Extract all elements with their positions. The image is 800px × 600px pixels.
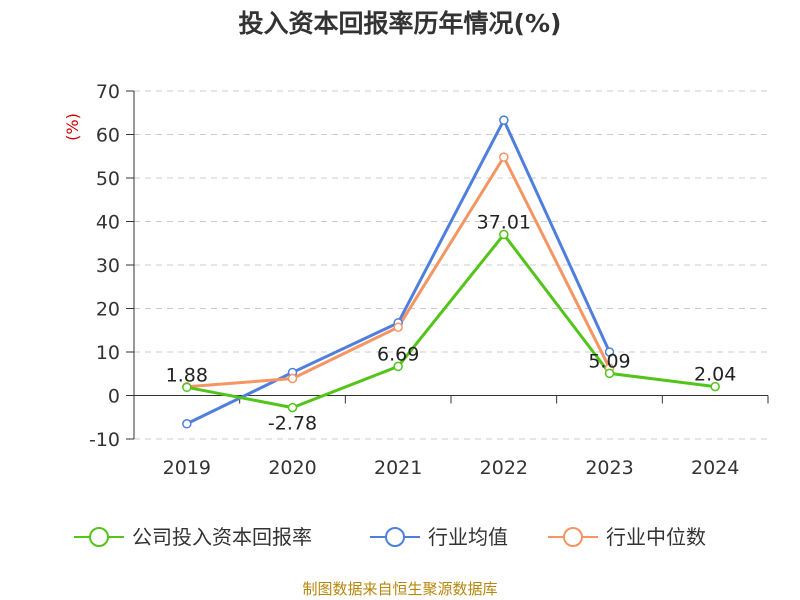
- data-point: [604, 347, 615, 357]
- data-point: [393, 322, 403, 332]
- data-label: 5.09: [588, 350, 630, 372]
- series-line-0: [186, 233, 716, 410]
- x-tick-label: 2020: [268, 457, 316, 479]
- series-line-1: [186, 118, 611, 426]
- y-tick-label: -10: [89, 429, 120, 451]
- x-tick-label: 2019: [163, 457, 211, 479]
- source-note: 制图数据来自恒生聚源数据库: [302, 580, 497, 598]
- legend: 公司投入资本回报率 行业均值 行业中位数: [74, 525, 706, 549]
- data-label: 2.04: [694, 364, 736, 386]
- x-tick-label: 2024: [691, 457, 739, 479]
- legend-marker: [89, 527, 109, 547]
- data-point: [393, 361, 403, 372]
- data-point: [182, 419, 192, 429]
- grid-lines: [126, 90, 768, 440]
- data-label: 1.88: [166, 364, 208, 386]
- data-label: 37.01: [477, 212, 531, 234]
- data-point: [604, 368, 615, 379]
- y-tick-label: 20: [96, 299, 120, 321]
- legend-marker: [385, 527, 405, 547]
- series-points: [182, 115, 720, 429]
- y-tick-label: 10: [96, 342, 120, 364]
- data-point: [287, 373, 298, 384]
- y-tick-label: 40: [96, 212, 120, 234]
- data-point: [499, 152, 509, 162]
- chart-title: 投入资本回报率历年情况(%): [239, 9, 562, 38]
- data-point: [287, 402, 298, 413]
- legend-label: 行业均值: [428, 525, 508, 549]
- y-tick-label: 70: [96, 81, 120, 103]
- y-tick-labels: -10 0 10 20 30 40 50 60 70: [89, 81, 120, 451]
- x-tick-label: 2022: [480, 457, 528, 479]
- y-tick-label: 0: [108, 386, 120, 408]
- y-tick-label: 60: [96, 125, 120, 147]
- y-axis-label: (%): [63, 113, 82, 141]
- data-point: [499, 229, 509, 240]
- x-tick-label: 2021: [374, 457, 422, 479]
- y-tick-label: 30: [96, 255, 120, 277]
- series-lines: [186, 118, 716, 426]
- x-axis: 2019 2020 2021 2022 2023 2024: [133, 395, 769, 479]
- y-tick-label: 50: [96, 168, 120, 190]
- legend-label: 公司投入资本回报率: [132, 525, 312, 549]
- data-label: -2.78: [268, 413, 317, 435]
- x-tick-label: 2023: [585, 457, 633, 479]
- data-point: [710, 381, 720, 392]
- data-labels: 1.88 -2.78 6.69 37.01 5.09 2.04: [166, 212, 737, 435]
- data-label: 6.69: [377, 343, 419, 365]
- legend-label: 行业中位数: [606, 525, 706, 549]
- data-point: [499, 115, 509, 125]
- data-point: [182, 382, 192, 393]
- legend-marker: [563, 527, 583, 547]
